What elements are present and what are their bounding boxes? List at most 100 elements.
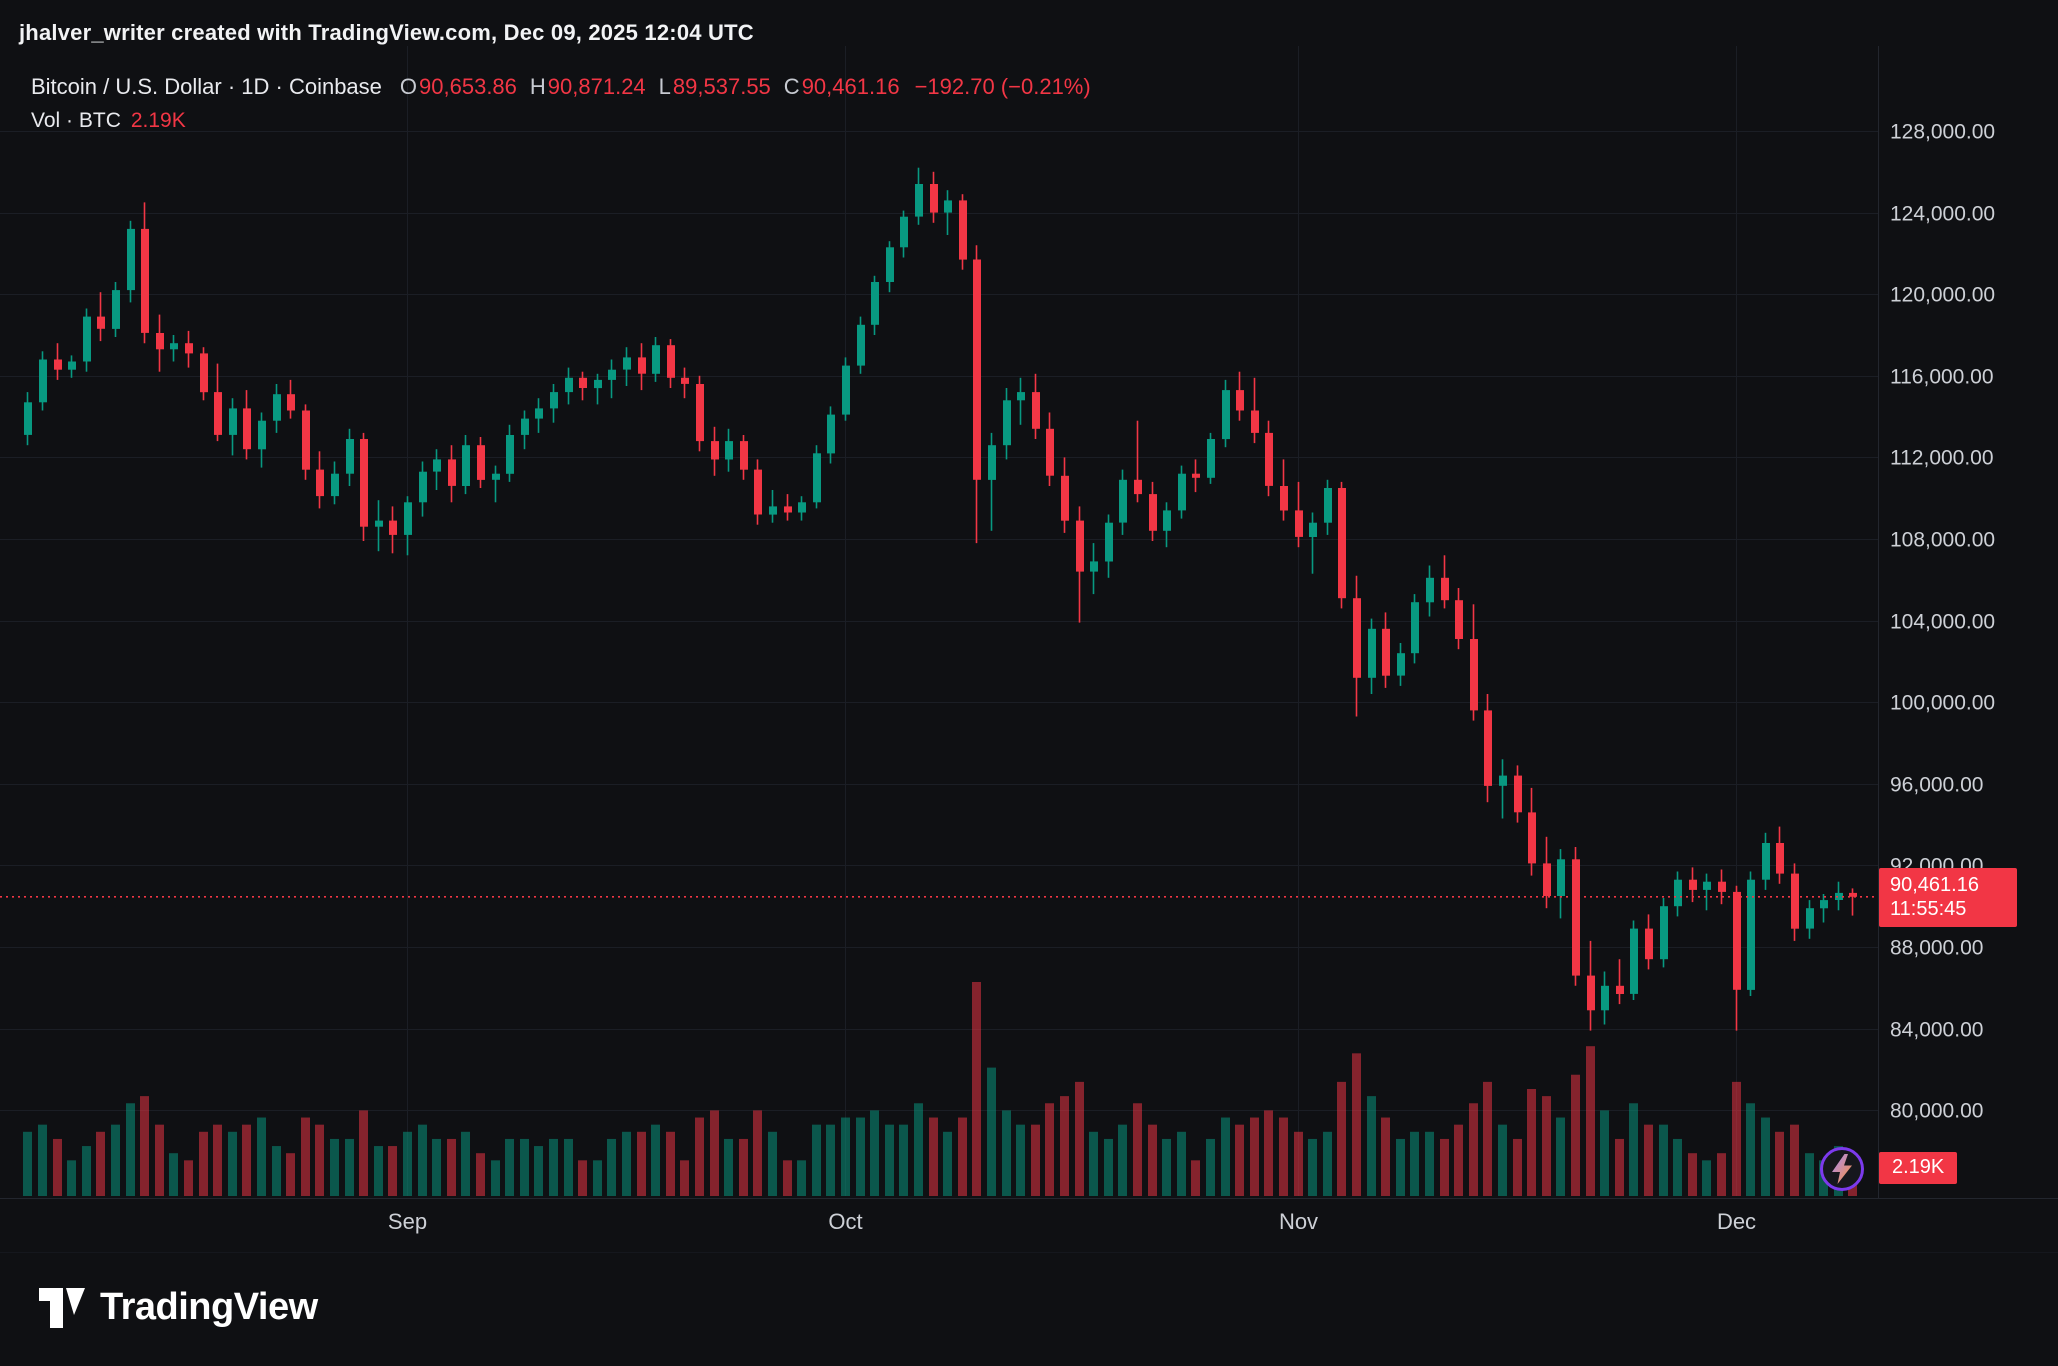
volume-legend-value: 2.19K xyxy=(130,109,186,132)
volume-bar xyxy=(870,1110,879,1196)
candle xyxy=(1368,618,1376,694)
chart-legend: Bitcoin / U.S. Dollar · 1D · Coinbase O … xyxy=(31,74,1091,133)
candle xyxy=(842,357,850,421)
volume-bar xyxy=(666,1131,675,1196)
candle xyxy=(1747,871,1755,996)
candle xyxy=(1791,863,1799,941)
time-axis-label: Dec xyxy=(1717,1209,1756,1234)
time-axis-label: Sep xyxy=(388,1209,427,1234)
candle xyxy=(1032,373,1040,439)
volume-bar xyxy=(23,1131,32,1196)
candle xyxy=(1849,888,1857,916)
candle xyxy=(1616,959,1624,1005)
candle xyxy=(1382,612,1390,688)
price-axis-label: 108,000.00 xyxy=(1890,529,1995,552)
volume-bar xyxy=(1513,1138,1522,1196)
candle xyxy=(477,437,485,488)
candle xyxy=(346,428,354,486)
candle xyxy=(127,220,135,303)
candle xyxy=(1762,832,1770,890)
volume-bar xyxy=(578,1160,587,1196)
volume-bar xyxy=(914,1103,923,1196)
candle xyxy=(550,384,558,423)
candle xyxy=(681,367,689,399)
volume-bar xyxy=(140,1096,149,1196)
volume-bar xyxy=(856,1117,865,1196)
volume-bar xyxy=(301,1117,310,1196)
volume-bar xyxy=(1805,1153,1814,1196)
volume-bar xyxy=(739,1138,748,1196)
volume-bar xyxy=(1790,1124,1799,1196)
volume-bar xyxy=(1191,1160,1200,1196)
volume-bar xyxy=(1279,1117,1288,1196)
volume-bar xyxy=(724,1138,733,1196)
candle xyxy=(243,390,251,460)
candle xyxy=(39,351,47,411)
candle xyxy=(1324,479,1332,535)
volume-bar xyxy=(96,1131,105,1196)
volume-bar xyxy=(1177,1131,1186,1196)
candle xyxy=(1119,469,1127,535)
volume-bar xyxy=(710,1110,719,1196)
candle xyxy=(1338,481,1346,609)
volume-bar xyxy=(1133,1103,1142,1196)
candle xyxy=(740,435,748,480)
candle xyxy=(1295,481,1303,548)
candle xyxy=(506,424,514,482)
volume-bar xyxy=(1075,1081,1084,1196)
candle xyxy=(1718,869,1726,905)
volume-bar xyxy=(1483,1081,1492,1196)
volume-bar xyxy=(1060,1096,1069,1196)
volume-bar xyxy=(1659,1124,1668,1196)
tradingview-logo[interactable]: TradingView xyxy=(39,1286,318,1329)
price-badge-countdown: 11:55:45 xyxy=(1890,897,1967,920)
candle xyxy=(1178,465,1186,519)
volume-bar xyxy=(564,1138,573,1196)
high-label: H xyxy=(529,74,546,99)
candle xyxy=(1163,502,1171,548)
volume-bar xyxy=(242,1124,251,1196)
volume-bar xyxy=(1235,1124,1244,1196)
candle xyxy=(608,359,616,399)
candle xyxy=(944,190,952,235)
candle xyxy=(1061,457,1069,533)
candle xyxy=(1017,377,1025,425)
symbol-title[interactable]: Bitcoin / U.S. Dollar · 1D · Coinbase xyxy=(31,74,382,99)
volume-bar xyxy=(432,1138,441,1196)
candle xyxy=(1601,971,1609,1025)
candle xyxy=(1236,371,1244,421)
volume-bar xyxy=(1440,1138,1449,1196)
candle xyxy=(900,210,908,258)
candle xyxy=(871,275,879,335)
volume-bar xyxy=(826,1124,835,1196)
volume-bar xyxy=(184,1160,193,1196)
volume-bar xyxy=(1264,1110,1273,1196)
candle xyxy=(389,506,397,554)
candle xyxy=(1455,588,1463,650)
candle xyxy=(579,371,587,401)
price-badge-price: 90,461.16 xyxy=(1890,873,1979,896)
candle xyxy=(200,347,208,401)
volume-bar xyxy=(987,1067,996,1196)
volume-bar xyxy=(1600,1110,1609,1196)
volume-bar xyxy=(272,1146,281,1196)
candle xyxy=(375,500,383,552)
candle xyxy=(1835,881,1843,911)
candle xyxy=(433,449,441,490)
candle xyxy=(1820,894,1828,923)
volume-bar xyxy=(169,1153,178,1196)
candle xyxy=(170,335,178,362)
volume-bar xyxy=(943,1131,952,1196)
volume-bar xyxy=(1104,1138,1113,1196)
volume-bar xyxy=(38,1124,47,1196)
candle xyxy=(930,171,938,223)
volume-bar xyxy=(1002,1110,1011,1196)
volume-bar xyxy=(812,1124,821,1196)
price-axis-label: 128,000.00 xyxy=(1890,121,1995,144)
volume-bar xyxy=(155,1124,164,1196)
price-axis-label: 100,000.00 xyxy=(1890,692,1995,715)
boost-button[interactable] xyxy=(1818,1145,1866,1193)
candle xyxy=(273,384,281,433)
volume-bar xyxy=(476,1153,485,1196)
